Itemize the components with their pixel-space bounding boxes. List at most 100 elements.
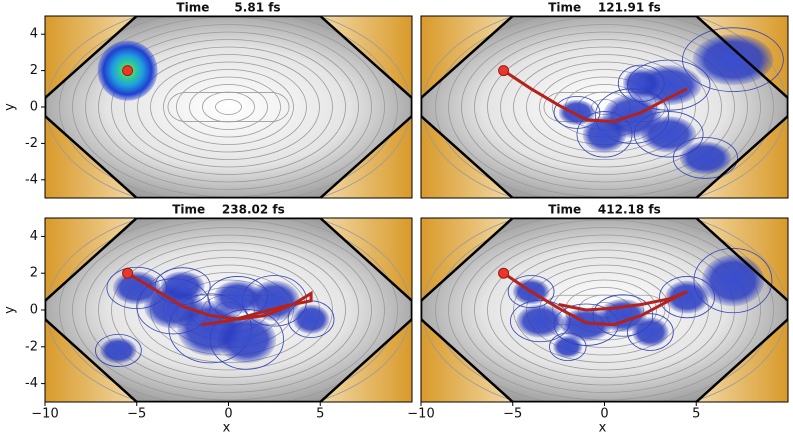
start-point — [498, 267, 510, 279]
trajectory — [502, 69, 688, 124]
density-contour — [617, 64, 665, 102]
y-tick-label: -2 — [25, 136, 38, 151]
density-blob — [632, 317, 669, 347]
x-tick-label: −5 — [127, 407, 146, 422]
y-tick-label: 4 — [30, 229, 38, 244]
contour — [422, 16, 787, 198]
contour — [167, 92, 290, 122]
density-contour — [672, 137, 738, 179]
density-contour — [576, 111, 633, 158]
panel — [45, 218, 412, 402]
contour — [150, 61, 307, 153]
density-blob — [213, 280, 262, 314]
x-tick-label: 0 — [600, 407, 608, 422]
y-tick-label: -4 — [25, 172, 38, 187]
y-tick-label: -4 — [25, 376, 38, 391]
y-tick-label: 2 — [30, 63, 38, 78]
contour — [46, 16, 411, 198]
x-tick-label: −5 — [503, 407, 522, 422]
density-blob — [665, 280, 710, 314]
trajectory — [502, 271, 688, 327]
density-contour — [627, 313, 674, 351]
contour — [85, 227, 372, 393]
y-axis-label: y — [3, 306, 18, 314]
contour — [202, 91, 255, 123]
trajectory — [126, 271, 313, 327]
contour — [124, 46, 333, 168]
density-blob — [582, 116, 627, 153]
density-contour — [549, 332, 587, 362]
panel — [421, 218, 788, 402]
density-blob — [100, 337, 137, 364]
density-contour — [154, 267, 211, 305]
contour — [215, 99, 242, 115]
y-tick-label: -2 — [25, 339, 38, 354]
density-contour — [682, 27, 784, 92]
contour — [85, 24, 372, 190]
density-blob — [160, 271, 205, 301]
well-edge — [45, 16, 412, 198]
contour — [111, 242, 346, 378]
contour — [513, 54, 696, 160]
contour — [59, 218, 398, 402]
panel-title: Time 238.02 fs — [172, 203, 285, 217]
density-contour — [553, 96, 601, 129]
density-blob — [516, 304, 565, 338]
x-axis-label: x — [599, 421, 607, 436]
contour — [487, 242, 722, 378]
contour — [59, 16, 398, 198]
density-blob — [679, 141, 732, 175]
density-contour — [592, 294, 654, 337]
density-contour — [95, 333, 142, 367]
contour — [422, 218, 787, 402]
x-axis-label: x — [223, 421, 231, 436]
density-blob — [217, 315, 277, 364]
contour — [98, 31, 359, 183]
contour — [448, 219, 761, 401]
x-tick-label: 0 — [224, 407, 232, 422]
contour — [176, 76, 281, 138]
axes-frame — [420, 15, 789, 199]
contour — [124, 249, 333, 371]
contour — [46, 218, 411, 402]
panel-title: Time 121.91 fs — [548, 1, 661, 15]
contour — [111, 39, 346, 175]
density-blob — [692, 34, 774, 86]
x-tick-label: 5 — [692, 407, 700, 422]
y-tick-label: 0 — [30, 100, 38, 115]
x-tick-label: −10 — [407, 407, 434, 422]
density-contour — [693, 247, 773, 314]
y-tick-label: 2 — [30, 266, 38, 281]
contour — [72, 219, 385, 401]
contour — [189, 84, 268, 130]
contour — [487, 39, 722, 175]
y-axis-label: y — [3, 103, 18, 111]
contour — [137, 54, 320, 160]
contour — [474, 31, 735, 183]
density-contour — [633, 111, 704, 158]
contour — [98, 234, 359, 386]
panel-title: Time 5.81 fs — [176, 1, 280, 15]
density-contour — [507, 275, 555, 309]
start-point — [498, 65, 510, 77]
panel — [421, 16, 788, 198]
panel — [45, 16, 412, 198]
well-edge — [421, 218, 788, 402]
contour — [461, 24, 748, 190]
well-edge — [421, 16, 788, 198]
y-tick-label: 4 — [30, 27, 38, 42]
contour — [500, 46, 709, 168]
x-tick-label: 5 — [316, 407, 324, 422]
contour — [461, 227, 748, 393]
contour — [474, 234, 735, 386]
density-blob — [292, 304, 330, 334]
contour — [163, 69, 294, 145]
density-blob — [553, 335, 583, 358]
x-tick-label: −10 — [31, 407, 58, 422]
density-blob — [622, 68, 660, 98]
density-blob — [701, 254, 765, 307]
well-edge — [45, 218, 412, 402]
start-point — [122, 65, 134, 77]
density-contour — [659, 276, 715, 319]
